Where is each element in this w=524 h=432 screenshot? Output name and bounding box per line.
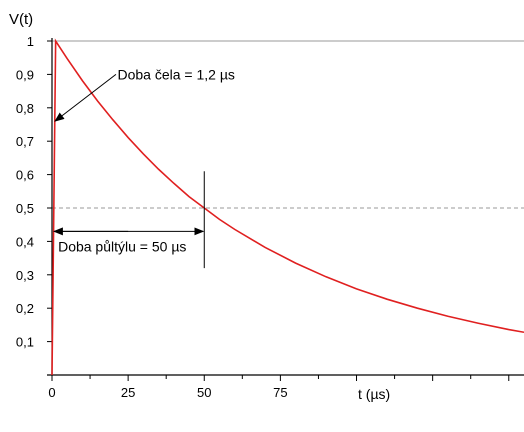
x-tick-label-3: 75: [273, 385, 287, 400]
x-tick-label-0: 0: [48, 385, 55, 400]
x-axis-title: t (µs): [358, 386, 390, 402]
y-tick-label-7: 0,8: [16, 101, 34, 116]
x-tick-label-1: 25: [121, 385, 135, 400]
reference-lines: [52, 40, 524, 209]
y-tick-label-3: 0,4: [16, 234, 34, 249]
y-tick-label-8: 0,9: [16, 67, 34, 82]
x-tick-label-2: 50: [197, 385, 211, 400]
rise-time-arrow: [54, 74, 117, 122]
y-tick-label-4: 0,5: [16, 201, 34, 216]
y-tick-label-1: 0,2: [16, 301, 34, 316]
y-tick-label-5: 0,6: [16, 168, 34, 183]
series-lines: [51, 38, 524, 376]
half-time-label: Doba půltýlu = 50 µs: [58, 238, 186, 254]
y-axis-title: V(t): [9, 11, 33, 28]
labels: 0,1 0,2 0,3 0,4 0,5 0,6 0,7 0,8 0,9 1 0 25 50 75 V(t) t…: [9, 11, 390, 402]
y-tick-label-6: 0,7: [16, 134, 34, 149]
y-tick-label-9: 1: [27, 34, 34, 49]
annotations: Doba čela = 1,2 µs Doba půltýlu = 50 µs: [52, 66, 235, 269]
series-line-0: [51, 38, 524, 376]
y-tick-label-0: 0,1: [16, 335, 34, 350]
y-tick-label-2: 0,3: [16, 268, 34, 283]
axes: [47, 38, 524, 381]
rise-time-label: Doba čela = 1,2 µs: [117, 66, 234, 82]
